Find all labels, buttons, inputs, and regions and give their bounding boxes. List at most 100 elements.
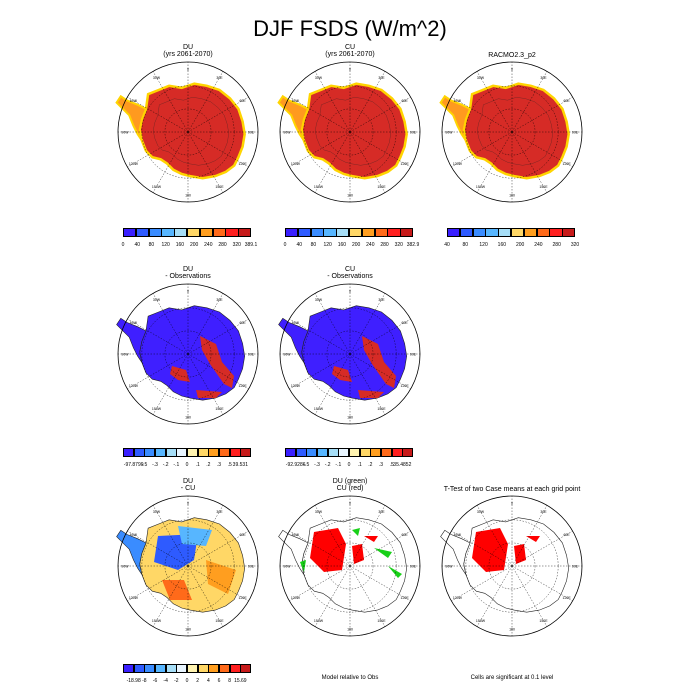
meridian-line [451, 530, 513, 567]
colorbar: -97.8799 -.5 -.3 -.2 -.1 0 .1 .2 .3 .5 39.531 [123, 448, 252, 478]
colorbar-label: 280 [380, 242, 389, 248]
panel-subtitle: CU (red) [336, 485, 364, 492]
colorbar-label: 0 [185, 462, 189, 468]
meridian-line [187, 353, 249, 390]
colorbar-box [349, 448, 361, 457]
longitude-label: 120W [291, 384, 301, 388]
peninsula-fill [439, 94, 472, 141]
positive-anomaly-region [332, 366, 352, 382]
colorbar-label: 80 [310, 242, 317, 248]
longitude-label: 120W [129, 162, 139, 166]
colorbar: -92.9286 -.5 -.3 -.2 -.1 0 .1 .2 .3 .5 35.4852 [285, 448, 414, 478]
panel-subtitle: - Observations [165, 273, 211, 280]
longitude-label: 60W [130, 321, 138, 325]
longitude-label: 90E [410, 565, 417, 569]
meridian-line [187, 353, 224, 415]
colorbar-box [197, 664, 209, 673]
longitude-label: 90E [248, 565, 255, 569]
meridian-line [127, 353, 189, 390]
longitude-label: 0 [187, 290, 189, 294]
colorbar-label: 40 [444, 242, 450, 248]
longitude-label: 90E [410, 353, 417, 357]
meridian-line [289, 318, 351, 355]
panel-caption: Model relative to Obs [321, 675, 379, 681]
meridian-line [349, 565, 386, 627]
latitude-circle [326, 542, 374, 590]
colorbar-label: 80 [462, 242, 469, 248]
meridian-line [451, 131, 513, 168]
longitude-label: 90W [445, 565, 453, 569]
longitude-label: 30W [315, 510, 323, 514]
colorbar-label: 40 [134, 242, 140, 248]
colorbar-label: 160 [337, 242, 347, 248]
colorbar-box [306, 448, 318, 457]
polar-map: 0 30E 60E 90E 120E 150E 180 150W 120W 90W 60W 30W [440, 495, 583, 637]
positive-anomaly-region [200, 336, 234, 388]
colorbar-box [285, 448, 297, 457]
polar-map: 0 30E 60E 90E 120E 150E 180 150W 120W 90W 60W 30W [115, 61, 259, 203]
longitude-label: 180 [509, 628, 515, 632]
longitude-label: 150W [476, 185, 486, 189]
colorbar-box [562, 228, 576, 237]
meridian-line [152, 71, 189, 133]
meridian-line [187, 96, 249, 133]
meridian-line [349, 71, 386, 133]
longitude-label: 30W [153, 76, 161, 80]
colorbar-box [187, 664, 199, 673]
colorbar-label: 389.1 [244, 242, 258, 248]
green-cells [352, 528, 360, 536]
meridian-line [451, 565, 513, 602]
colorbar-label: -18.98 [126, 678, 141, 684]
longitude-label: 30E [378, 510, 385, 514]
colorbar-label: 120 [323, 242, 332, 248]
longitude-label: 90E [572, 565, 579, 569]
meridian-line [511, 96, 573, 133]
longitude-label: 30W [153, 298, 161, 302]
colorbar-label: -.1 [173, 462, 180, 468]
colorbar-label: 320 [232, 242, 241, 248]
longitude-label: 180 [347, 194, 353, 198]
significant-cells [514, 544, 526, 564]
longitude-label: 30E [216, 298, 223, 302]
longitude-label: 60W [130, 533, 138, 537]
colorbar-box [523, 228, 538, 237]
meridian-line [152, 293, 189, 355]
colorbar-label: 120 [479, 242, 488, 248]
longitude-label: 180 [185, 628, 191, 632]
longitude-label: 150E [377, 619, 386, 623]
meridian-line [349, 353, 411, 390]
colorbar-box [208, 448, 220, 457]
longitude-label: 90E [248, 131, 255, 135]
colorbar-box [498, 228, 512, 237]
longitude-label: 120E [401, 596, 410, 600]
colorbar-box [161, 228, 175, 237]
colorbar-label: 160 [175, 242, 185, 248]
figure-title: DJF FSDS (W/m^2) [253, 16, 447, 41]
colorbar-box [387, 228, 401, 237]
longitude-label: 30E [540, 76, 547, 80]
meridian-line [349, 293, 386, 355]
longitude-label: 60E [239, 321, 246, 325]
meridian-line [349, 96, 411, 133]
longitude-label: 150E [215, 185, 224, 189]
colorbar-label: -.5 [141, 462, 148, 468]
colorbar: 0 40 80 120 160 200 240 280 320 389.1 [121, 228, 257, 258]
longitude-label: 90W [283, 353, 291, 357]
meridian-line [451, 96, 513, 133]
colorbar-box [240, 448, 252, 457]
colorbar: 40 80 120 160 200 240 280 320 [444, 228, 579, 258]
colorbar-label: 0 [347, 462, 351, 468]
colorbar-label: .2 [368, 462, 373, 468]
longitude-label: 30E [378, 298, 385, 302]
panel-subtitle: - Observations [327, 273, 373, 280]
meridian-line [511, 131, 548, 193]
panel-title: DU [182, 44, 194, 51]
peninsula-outline [440, 529, 471, 575]
colorbar-label: 240 [534, 242, 543, 248]
colorbar-label: .5 [389, 462, 394, 468]
longitude-label: 120E [563, 162, 572, 166]
colorbar-label: 0 [121, 242, 125, 248]
colorbar-box [327, 448, 339, 457]
colorbar-label: .3 [378, 462, 384, 468]
colorbar-box [135, 228, 150, 237]
